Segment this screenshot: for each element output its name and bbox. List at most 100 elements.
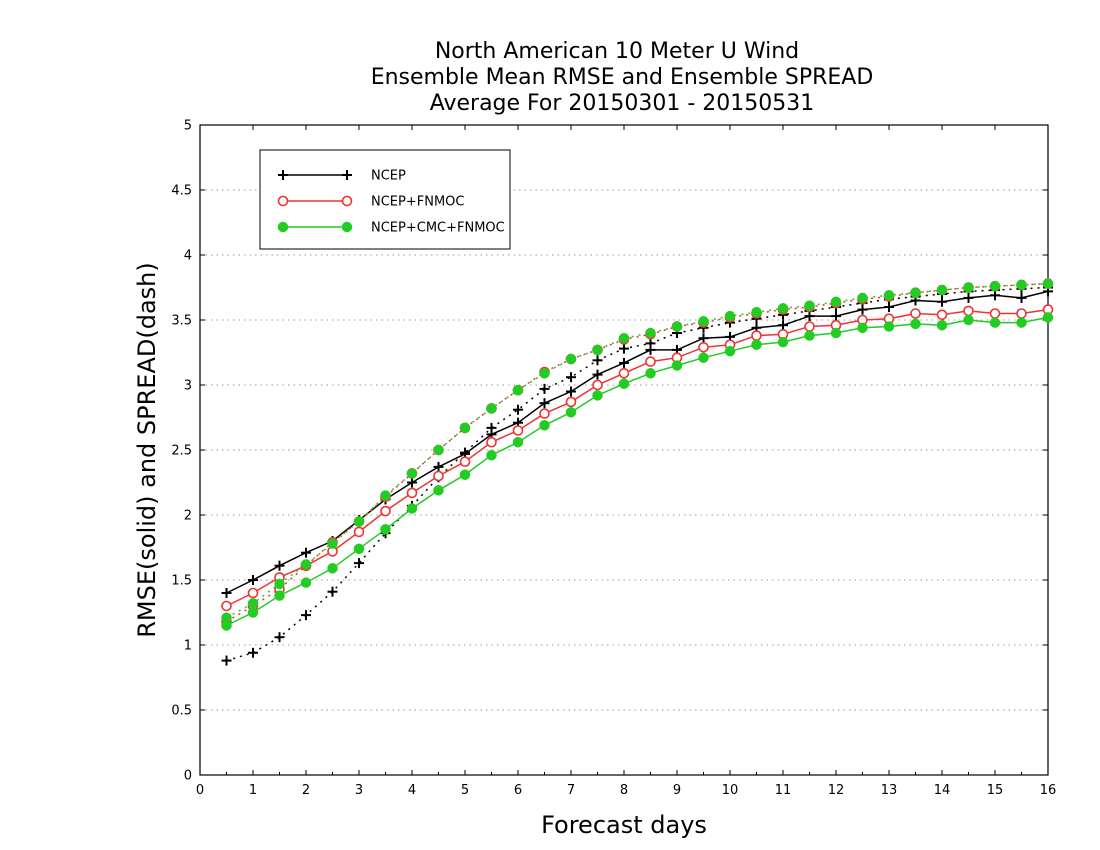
point-ncep-cmc-fnmoc-rmse <box>327 563 338 574</box>
point-ncep-cmc-fnmoc-spread <box>698 316 709 327</box>
y-tick-label: 5 <box>184 119 192 134</box>
x-axis-label: Forecast days <box>541 811 707 839</box>
legend-marker-ncep <box>278 170 288 180</box>
x-tick-label: 6 <box>514 783 522 798</box>
y-tick-label: 0 <box>184 769 192 784</box>
x-tick-label: 14 <box>934 783 951 798</box>
gridlines <box>200 189 1048 711</box>
point-ncep-rmse <box>698 333 709 344</box>
point-ncep-cmc-fnmoc-spread <box>936 284 948 296</box>
point-ncep-cmc-fnmoc-spread <box>300 559 312 570</box>
point-ncep-fnmoc-rmse <box>989 308 1001 319</box>
point-ncep-fnmoc-rmse <box>539 408 550 419</box>
point-ncep-fnmoc-rmse <box>645 356 656 367</box>
point-ncep-cmc-fnmoc-rmse <box>751 339 762 350</box>
x-tick-label: 8 <box>620 783 628 798</box>
point-ncep-rmse <box>937 296 947 307</box>
point-ncep-cmc-fnmoc-spread <box>910 287 921 298</box>
series-ncep-cmc-fnmoc-rmse-line <box>226 316 1049 627</box>
x-tick-label: 4 <box>408 783 416 798</box>
x-tick-label: 9 <box>673 783 681 798</box>
point-ncep-cmc-fnmoc-spread <box>857 292 868 304</box>
point-ncep-cmc-fnmoc-spread <box>459 422 471 434</box>
point-ncep-cmc-fnmoc-spread <box>645 327 656 339</box>
point-ncep-cmc-fnmoc-spread <box>406 468 418 479</box>
point-ncep-spread <box>354 558 364 569</box>
point-ncep-cmc-fnmoc-spread <box>274 578 285 590</box>
point-ncep-cmc-fnmoc-rmse <box>1042 312 1054 323</box>
point-ncep-spread <box>513 404 523 415</box>
x-tick-label: 16 <box>1040 783 1057 798</box>
point-ncep-cmc-fnmoc-spread <box>592 344 603 356</box>
y-tick-label: 4.5 <box>171 184 192 199</box>
point-ncep-cmc-fnmoc-spread <box>777 303 789 314</box>
point-ncep-rmse <box>831 311 841 322</box>
point-ncep-cmc-fnmoc-rmse <box>539 420 550 431</box>
x-tick-label: 5 <box>461 783 469 798</box>
point-ncep-rmse <box>1016 292 1027 303</box>
point-ncep-cmc-fnmoc-rmse <box>857 322 868 334</box>
point-ncep-cmc-fnmoc-spread <box>883 290 895 301</box>
point-ncep-rmse <box>804 311 815 322</box>
x-tick-label: 15 <box>987 783 1004 798</box>
legend-marker-ncep-fnmoc <box>341 195 353 207</box>
point-ncep-cmc-fnmoc-spread <box>804 300 815 311</box>
series-ncep-fnmoc-rmse-line <box>226 308 1049 607</box>
point-ncep-cmc-fnmoc-spread <box>539 368 550 379</box>
point-ncep-fnmoc-rmse <box>565 396 577 408</box>
point-ncep-spread <box>539 383 550 394</box>
point-ncep-cmc-fnmoc-rmse <box>724 345 736 357</box>
point-ncep-spread <box>221 655 232 666</box>
point-ncep-cmc-fnmoc-spread <box>671 321 683 332</box>
point-ncep-fnmoc-rmse <box>751 330 762 341</box>
title-line-2: Ensemble Mean RMSE and Ensemble SPREAD <box>371 65 874 90</box>
x-tick-label: 3 <box>355 783 363 798</box>
point-ncep-fnmoc-rmse <box>353 526 365 538</box>
point-ncep-cmc-fnmoc-rmse <box>1016 317 1027 328</box>
point-ncep-cmc-fnmoc-rmse <box>433 485 444 496</box>
chart-title: North American 10 Meter U Wind Ensemble … <box>371 39 874 116</box>
point-ncep-fnmoc-rmse <box>380 505 391 517</box>
point-ncep-cmc-fnmoc-rmse <box>698 352 709 363</box>
point-ncep-cmc-fnmoc-spread <box>1042 278 1054 289</box>
series-ncep-fnmoc-spread-line <box>226 282 1049 623</box>
point-ncep-fnmoc-rmse <box>247 587 259 599</box>
point-ncep-fnmoc-rmse <box>1016 308 1027 319</box>
point-ncep-fnmoc-rmse <box>963 305 974 317</box>
point-ncep-cmc-fnmoc-rmse <box>592 390 603 401</box>
point-ncep-cmc-fnmoc-rmse <box>910 318 921 330</box>
legend-marker-ncep-fnmoc <box>277 195 289 207</box>
point-ncep-cmc-fnmoc-spread <box>353 516 365 527</box>
point-ncep-spread <box>592 355 603 366</box>
point-ncep-cmc-fnmoc-rmse <box>830 327 842 339</box>
point-ncep-cmc-fnmoc-spread <box>1016 279 1027 291</box>
point-ncep-cmc-fnmoc-rmse <box>804 330 815 341</box>
legend-label-ncep: NCEP <box>371 169 406 184</box>
point-ncep-fnmoc-rmse <box>936 309 948 321</box>
legend-marker-ncep <box>342 170 352 180</box>
point-ncep-cmc-fnmoc-rmse <box>671 360 683 371</box>
point-ncep-cmc-fnmoc-rmse <box>300 577 312 588</box>
point-ncep-rmse <box>592 369 603 380</box>
point-ncep-rmse <box>884 302 894 312</box>
point-ncep-cmc-fnmoc-rmse <box>618 378 630 389</box>
y-tick-label: 4 <box>184 249 192 264</box>
point-ncep-cmc-fnmoc-spread <box>963 282 974 293</box>
legend-marker-ncep-cmc-fnmoc <box>341 221 353 233</box>
y-tick-label: 3 <box>184 379 192 394</box>
point-ncep-rmse <box>221 588 232 598</box>
x-axis-ticks: 0 1 2 3 4 5 6 7 8 9 10 11 12 13 14 15 16 <box>196 125 1056 798</box>
point-ncep-cmc-fnmoc-spread <box>751 306 762 318</box>
point-ncep-cmc-fnmoc-rmse <box>274 590 285 601</box>
x-tick-label: 12 <box>828 783 845 798</box>
point-ncep-cmc-fnmoc-rmse <box>645 368 656 379</box>
title-line-3: Average For 20150301 - 20150531 <box>430 91 815 116</box>
point-ncep-rmse <box>433 461 444 472</box>
point-ncep-rmse <box>778 320 788 331</box>
point-ncep-fnmoc-rmse <box>698 341 709 353</box>
point-ncep-fnmoc-rmse <box>910 308 921 319</box>
point-ncep-cmc-fnmoc-spread <box>380 490 391 501</box>
point-ncep-rmse <box>645 344 656 355</box>
point-ncep-cmc-fnmoc-rmse <box>353 543 365 555</box>
y-axis-label: RMSE(solid) and SPREAD(dash) <box>133 262 161 638</box>
